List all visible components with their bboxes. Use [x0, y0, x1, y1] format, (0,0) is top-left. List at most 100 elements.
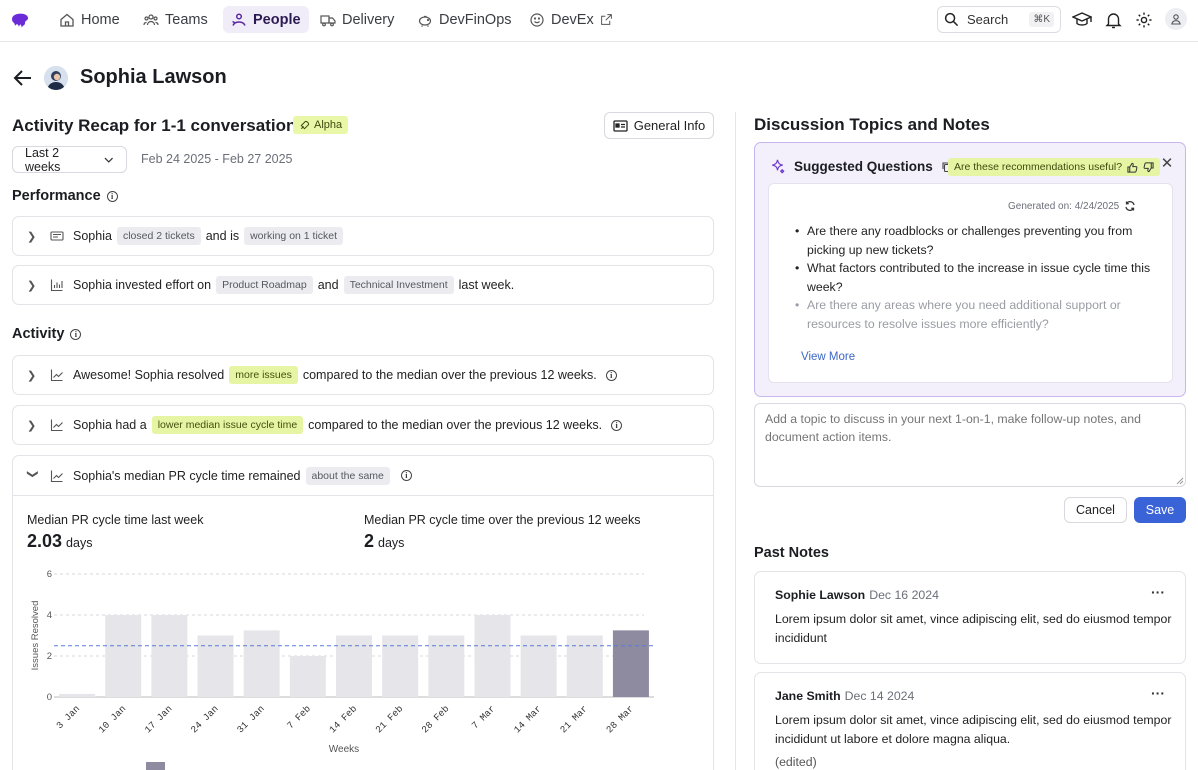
smile-icon: [530, 12, 544, 27]
note-header: Sophie Lawson Dec 16 2024: [775, 588, 939, 602]
rocket-icon: [300, 120, 310, 129]
ticket-icon: [50, 231, 64, 241]
issues-chip: more issues: [229, 366, 298, 384]
row-text: compared to the median over the previous…: [302, 368, 597, 382]
x-tick-label: 14 Mar: [512, 703, 544, 735]
info-icon[interactable]: i: [605, 369, 617, 381]
search-button[interactable]: Search ⌘K: [937, 6, 1061, 33]
user-avatar-button[interactable]: [1165, 8, 1187, 30]
alpha-badge: Alpha: [293, 116, 349, 134]
performance-title: Performance: [12, 188, 101, 204]
performance-row-tickets[interactable]: ❯ Sophia closed 2 tickets and is working…: [12, 216, 714, 256]
note-card: Sophie Lawson Dec 16 2024 ··· Lorem ipsum…: [754, 571, 1186, 664]
notifications-button[interactable]: [1103, 10, 1123, 30]
note-date: Dec 16 2024: [869, 588, 939, 602]
cancel-button[interactable]: Cancel: [1064, 497, 1127, 523]
y-axis-label: Issues Resolved: [30, 601, 41, 671]
x-tick-label: 28 Mar: [604, 703, 636, 735]
date-range-select-label: Last 2 weeks: [25, 145, 61, 174]
nav-home-label: Home: [81, 11, 120, 28]
x-tick-label: 7 Mar: [470, 703, 498, 731]
line-chart-icon: [50, 470, 63, 482]
nav-devex-label: DevEx: [551, 11, 594, 28]
feedback-badge: Are these recommendations useful?: [948, 158, 1161, 176]
note-date: Dec 14 2024: [844, 689, 915, 703]
note-card: Jane Smith Dec 14 2024 ··· Lorem ipsum do…: [754, 672, 1186, 770]
date-range-text: Feb 24 2025 - Feb 27 2025: [141, 152, 293, 166]
y-tick-label: 0: [47, 692, 52, 703]
row-text: and: [317, 278, 339, 292]
activity-row-issues[interactable]: ❯ Awesome! Sophia resolved more issues c…: [12, 355, 714, 395]
refresh-icon[interactable]: [1124, 200, 1136, 212]
row-text: last week.: [458, 278, 515, 292]
bar: [474, 615, 511, 697]
save-button[interactable]: Save: [1134, 497, 1186, 523]
note-body: Lorem ipsum dolor sit amet, vince adipis…: [775, 713, 1172, 746]
metric-12-weeks-value: 2 days: [364, 531, 405, 551]
topic-input[interactable]: [754, 403, 1186, 487]
info-icon[interactable]: i: [400, 470, 412, 481]
general-info-label: General Info: [633, 118, 706, 133]
line-chart-icon: [50, 419, 63, 432]
column-divider: [735, 112, 736, 770]
user-icon: [1171, 14, 1181, 25]
settings-button[interactable]: [1134, 10, 1154, 30]
more-options-icon[interactable]: ···: [1151, 685, 1165, 701]
y-tick-label: 2: [47, 651, 52, 662]
resize-handle-icon[interactable]: [1176, 477, 1184, 485]
pr-cycle-header[interactable]: ❯ Sophia's median PR cycle time remained…: [13, 456, 713, 496]
activity-row-cycle-time[interactable]: ❯ Sophia had a lower median issue cycle …: [12, 405, 714, 445]
bar-chart-icon: [50, 279, 63, 292]
performance-row-effort[interactable]: ❯ Sophia invested effort on Product Road…: [12, 265, 714, 305]
more-options-icon[interactable]: ···: [1151, 584, 1165, 600]
nav-people[interactable]: People: [223, 6, 309, 33]
id-card-icon: [613, 119, 628, 132]
note-header: Jane Smith Dec 14 2024: [775, 689, 914, 703]
sparkle-icon: [772, 159, 785, 174]
chevron-right-icon: ❯: [27, 419, 37, 432]
date-range-select[interactable]: Last 2 weeks: [12, 145, 127, 174]
chevron-right-icon: ❯: [27, 279, 37, 292]
row-text: Sophia: [73, 229, 112, 243]
piggy-bank-icon: [418, 15, 432, 27]
question-item: What factors contributed to the increase…: [795, 259, 1155, 296]
nav-delivery[interactable]: Delivery: [312, 6, 402, 33]
x-tick-label: 24 Jan: [189, 703, 221, 735]
info-icon[interactable]: i: [106, 190, 118, 202]
nav-home[interactable]: Home: [51, 6, 128, 33]
truck-icon: [320, 14, 336, 26]
nav-devfinops[interactable]: DevFinOps: [409, 6, 520, 33]
graduation-cap-icon: [1072, 12, 1092, 26]
x-tick-label: 7 Feb: [285, 703, 313, 731]
general-info-button[interactable]: General Info: [604, 112, 714, 139]
past-notes-title: Past Notes: [754, 545, 829, 561]
generated-on: Generated on: 4/24/2025: [1008, 201, 1120, 212]
note-body: Lorem ipsum dolor sit amet, vince adipis…: [775, 612, 1172, 645]
tickets-working-chip: working on 1 ticket: [244, 227, 344, 245]
cycle-time-chip: lower median issue cycle time: [151, 416, 304, 434]
nav-devfinops-label: DevFinOps: [439, 11, 512, 28]
view-more-link[interactable]: View More: [801, 351, 856, 363]
tickets-closed-chip: closed 2 tickets: [116, 227, 201, 245]
back-arrow-icon[interactable]: [12, 67, 34, 89]
issues-resolved-chart: 0 2 4 6 3 Jan 10 Jan 17 Jan 24 Jan 31 Jan 7 Feb 14…: [30, 569, 654, 770]
suggested-questions-panel: Suggested Questions Are these recommenda…: [754, 142, 1186, 397]
thumbs-down-icon[interactable]: [1143, 161, 1154, 173]
x-axis-label: Weeks: [329, 744, 359, 755]
info-icon[interactable]: i: [70, 328, 82, 340]
close-icon[interactable]: ✕: [1160, 155, 1174, 172]
nav-teams-label: Teams: [165, 11, 208, 28]
activity-title: Activity: [12, 326, 65, 342]
recap-title: Activity Recap for 1-1 conversations: [12, 116, 306, 135]
x-tick-label: 3 Jan: [54, 703, 82, 731]
logo-icon[interactable]: [8, 7, 32, 31]
x-tick-label: 31 Jan: [235, 703, 267, 735]
info-icon[interactable]: i: [611, 419, 623, 431]
learning-button[interactable]: [1072, 10, 1092, 30]
nav-teams[interactable]: Teams: [135, 6, 216, 33]
bar: [566, 635, 603, 697]
nav-devex[interactable]: DevEx: [521, 6, 621, 33]
x-tick-label: 14 Feb: [327, 703, 359, 735]
person-photo-icon: [44, 66, 68, 90]
thumbs-up-icon[interactable]: [1127, 162, 1138, 173]
